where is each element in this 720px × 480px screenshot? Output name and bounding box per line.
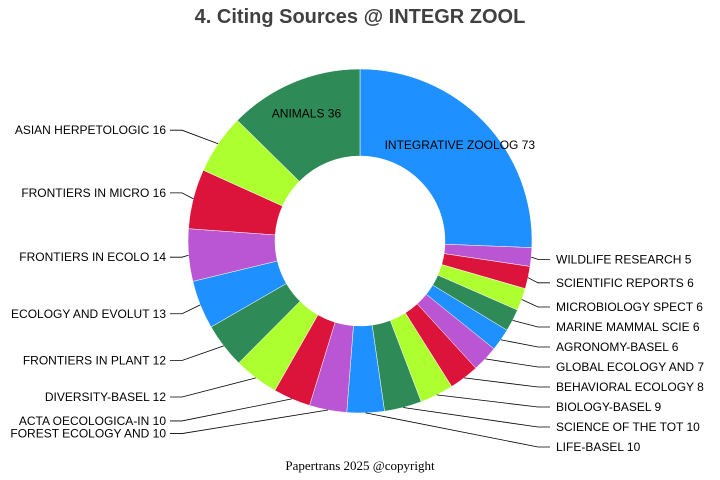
leader-line bbox=[464, 377, 550, 388]
slice-label: MARINE MAMMAL SCIE 6 bbox=[556, 320, 700, 334]
leader-line bbox=[170, 254, 189, 258]
leader-line bbox=[500, 339, 550, 348]
chart-footer: Papertrans 2025 @copyright bbox=[285, 458, 435, 473]
leader-line bbox=[521, 299, 550, 308]
slice-label: GLOBAL ECOLOGY AND 7 bbox=[556, 360, 704, 374]
slice-label: DIVERSITY-BASEL 12 bbox=[45, 390, 166, 404]
slice-label: ACTA OECOLOGICA-IN 10 bbox=[19, 414, 166, 428]
leader-line bbox=[436, 394, 550, 408]
leader-line bbox=[531, 256, 550, 260]
leader-line bbox=[527, 277, 550, 284]
slice-label: LIFE-BASEL 10 bbox=[556, 440, 641, 454]
slice-label: ECOLOGY AND EVOLUT 13 bbox=[11, 307, 166, 321]
slice-animals bbox=[237, 68, 361, 182]
slice-label: FOREST ECOLOGY AND 10 bbox=[10, 427, 166, 441]
leader-line bbox=[403, 407, 550, 428]
leader-line bbox=[512, 319, 550, 328]
slice-label: FRONTIERS IN PLANT 12 bbox=[23, 354, 166, 368]
leader-line bbox=[170, 377, 256, 398]
slice-label: MICROBIOLOGY SPECT 6 bbox=[556, 300, 703, 314]
leader-line bbox=[170, 304, 201, 315]
slice-label: ASIAN HERPETOLOGIC 16 bbox=[15, 123, 166, 137]
slice-label: SCIENTIFIC REPORTS 6 bbox=[556, 276, 694, 290]
slice-label: BIOLOGY-BASEL 9 bbox=[556, 400, 661, 414]
leader-line bbox=[170, 409, 329, 434]
leader-line bbox=[170, 345, 224, 361]
slice-label: FRONTIERS IN MICRO 16 bbox=[21, 186, 166, 200]
chart-title: 4. Citing Sources @ INTEGR ZOOL bbox=[194, 6, 526, 28]
slice-label: SCIENCE OF THE TOT 10 bbox=[556, 420, 700, 434]
slice-label: WILDLIFE RESEARCH 5 bbox=[556, 252, 692, 266]
slice-label: INTEGRATIVE ZOOLOG 73 bbox=[385, 138, 536, 152]
leader-line bbox=[170, 398, 292, 422]
leader-line bbox=[170, 192, 194, 200]
leader-line bbox=[365, 412, 550, 448]
slice-integrative-zoolog bbox=[359, 68, 533, 248]
slice-label: FRONTIERS IN ECOLO 14 bbox=[19, 250, 166, 264]
leader-line bbox=[170, 129, 219, 145]
leader-line bbox=[485, 358, 550, 368]
slice-label: ANIMALS 36 bbox=[272, 106, 342, 120]
slice-label: BEHAVIORAL ECOLOGY 8 bbox=[556, 380, 704, 394]
slice-label: AGRONOMY-BASEL 6 bbox=[556, 340, 679, 354]
